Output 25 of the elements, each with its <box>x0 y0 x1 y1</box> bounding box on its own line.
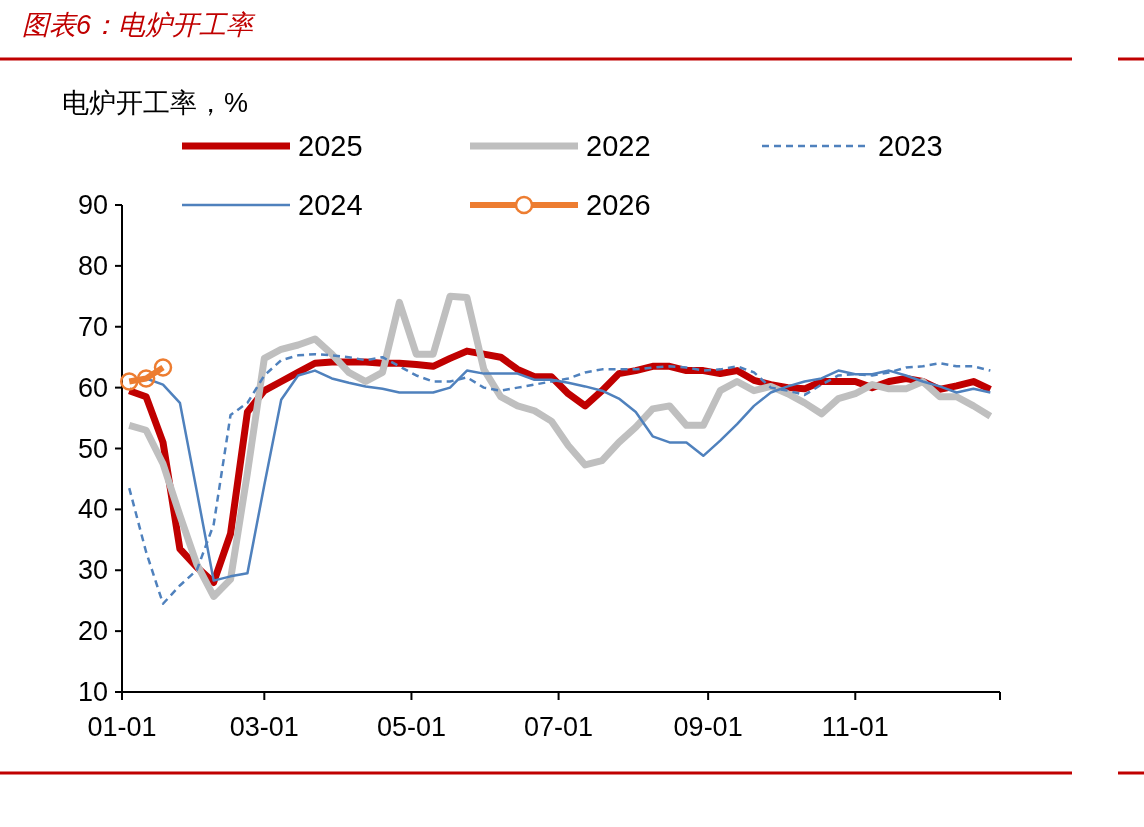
legend-label: 2022 <box>586 130 651 162</box>
x-tick-label: 09-01 <box>673 712 743 742</box>
chart-title: 图表6：电炉开工率 <box>22 10 257 40</box>
y-tick-label: 70 <box>77 311 108 342</box>
y-tick-label: 90 <box>77 190 108 220</box>
point <box>136 369 156 388</box>
y-tick-label: 50 <box>77 433 108 464</box>
legend-label: 2026 <box>586 189 651 221</box>
point <box>119 372 139 391</box>
y-tick-label: 20 <box>77 616 108 647</box>
y-tick-label: 80 <box>77 250 108 281</box>
x-tick-label: 03-01 <box>229 712 299 742</box>
x-tick-label: 11-01 <box>821 712 889 742</box>
y-tick-label: 30 <box>77 555 108 586</box>
x-tick-label: 01-01 <box>87 712 157 742</box>
x-tick-label: 05-01 <box>376 712 446 742</box>
legend-label: 2024 <box>298 189 363 221</box>
legend-label: 2025 <box>298 130 363 162</box>
y-axis-title: 电炉开工率，% <box>62 88 249 118</box>
x-tick-label: 07-01 <box>524 712 594 742</box>
legend-label: 2023 <box>878 130 943 162</box>
y-tick-label: 10 <box>77 677 108 707</box>
y-tick-label: 40 <box>77 494 108 525</box>
y-tick-label: 60 <box>77 372 108 403</box>
point <box>153 358 173 377</box>
